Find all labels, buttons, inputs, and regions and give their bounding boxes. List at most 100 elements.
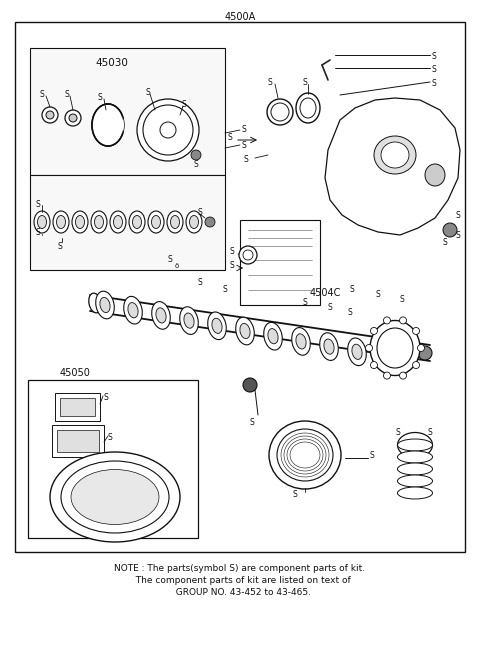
Ellipse shape: [397, 439, 432, 451]
Text: S: S: [400, 295, 405, 304]
Circle shape: [365, 344, 372, 351]
Ellipse shape: [324, 339, 334, 354]
Text: NOTE : The parts(symbol S) are component parts of kit.: NOTE : The parts(symbol S) are component…: [114, 564, 366, 573]
Text: S: S: [242, 125, 247, 135]
Ellipse shape: [348, 338, 366, 366]
Bar: [28, 380, 198, 538]
Text: S: S: [97, 93, 102, 102]
Text: S: S: [230, 260, 235, 269]
Circle shape: [399, 317, 407, 324]
Ellipse shape: [320, 333, 338, 361]
Bar: [52, 425, 104, 457]
Ellipse shape: [180, 307, 198, 334]
Text: S: S: [348, 308, 352, 317]
Text: S: S: [268, 78, 272, 87]
Ellipse shape: [53, 211, 69, 233]
Text: S: S: [396, 428, 400, 437]
Circle shape: [399, 372, 407, 379]
Ellipse shape: [61, 461, 169, 533]
Ellipse shape: [381, 142, 409, 168]
Text: S: S: [250, 418, 254, 427]
Text: S: S: [443, 238, 447, 247]
Text: S: S: [350, 285, 355, 294]
Text: S: S: [108, 433, 113, 442]
Text: The component parts of kit are listed on text of: The component parts of kit are listed on…: [130, 576, 350, 585]
Text: S: S: [425, 490, 430, 499]
Text: S: S: [375, 290, 380, 299]
Ellipse shape: [264, 323, 282, 350]
Text: S: S: [328, 303, 332, 312]
Circle shape: [412, 327, 420, 334]
Ellipse shape: [37, 215, 47, 229]
Circle shape: [42, 107, 58, 123]
Text: S: S: [198, 208, 203, 217]
Ellipse shape: [370, 321, 420, 376]
Text: S: S: [293, 490, 298, 499]
Ellipse shape: [397, 487, 432, 499]
Text: S: S: [302, 78, 307, 87]
Ellipse shape: [113, 215, 122, 229]
Text: S: S: [370, 451, 375, 459]
Ellipse shape: [92, 104, 124, 146]
Circle shape: [243, 378, 257, 392]
Text: S: S: [35, 200, 40, 209]
Ellipse shape: [128, 303, 138, 318]
Text: GROUP NO. 43-452 to 43-465.: GROUP NO. 43-452 to 43-465.: [169, 588, 311, 597]
Ellipse shape: [425, 164, 445, 186]
Ellipse shape: [137, 99, 199, 161]
Ellipse shape: [110, 211, 126, 233]
Ellipse shape: [352, 344, 362, 359]
Ellipse shape: [397, 451, 432, 463]
Text: S: S: [230, 246, 235, 256]
Ellipse shape: [397, 475, 432, 487]
Text: S: S: [168, 255, 173, 264]
Ellipse shape: [271, 103, 289, 121]
Ellipse shape: [212, 318, 222, 333]
Text: S: S: [243, 155, 248, 164]
Bar: [57, 430, 99, 452]
Text: S: S: [432, 65, 437, 74]
Ellipse shape: [236, 317, 254, 345]
Circle shape: [243, 250, 253, 260]
Ellipse shape: [269, 421, 341, 489]
Ellipse shape: [208, 312, 226, 340]
Ellipse shape: [156, 307, 166, 323]
Ellipse shape: [89, 293, 101, 313]
Ellipse shape: [186, 211, 202, 233]
Ellipse shape: [296, 334, 306, 349]
Circle shape: [384, 372, 390, 379]
Text: S: S: [158, 486, 163, 495]
Ellipse shape: [167, 211, 183, 233]
Ellipse shape: [143, 105, 193, 155]
Ellipse shape: [132, 215, 142, 229]
Text: 4504C: 4504C: [310, 288, 341, 298]
Circle shape: [384, 317, 390, 324]
Text: S: S: [455, 210, 460, 219]
Ellipse shape: [292, 328, 310, 355]
Ellipse shape: [100, 298, 110, 313]
Ellipse shape: [267, 99, 293, 125]
Text: S: S: [223, 285, 228, 294]
Text: S: S: [242, 141, 247, 150]
Polygon shape: [30, 48, 225, 175]
Text: S: S: [302, 298, 307, 307]
Circle shape: [69, 114, 77, 122]
Circle shape: [205, 217, 215, 227]
Text: S: S: [198, 278, 203, 287]
Text: 45050: 45050: [60, 368, 91, 378]
Polygon shape: [30, 175, 225, 270]
Bar: [55, 393, 100, 421]
Ellipse shape: [152, 215, 160, 229]
Polygon shape: [240, 220, 320, 305]
Circle shape: [371, 327, 377, 334]
Ellipse shape: [184, 313, 194, 328]
Circle shape: [65, 110, 81, 126]
Ellipse shape: [92, 104, 124, 146]
Text: S: S: [455, 231, 460, 240]
Ellipse shape: [190, 215, 199, 229]
Text: S: S: [432, 52, 437, 61]
Circle shape: [418, 344, 424, 351]
Ellipse shape: [95, 215, 104, 229]
Text: S: S: [145, 88, 150, 97]
Ellipse shape: [170, 215, 180, 229]
